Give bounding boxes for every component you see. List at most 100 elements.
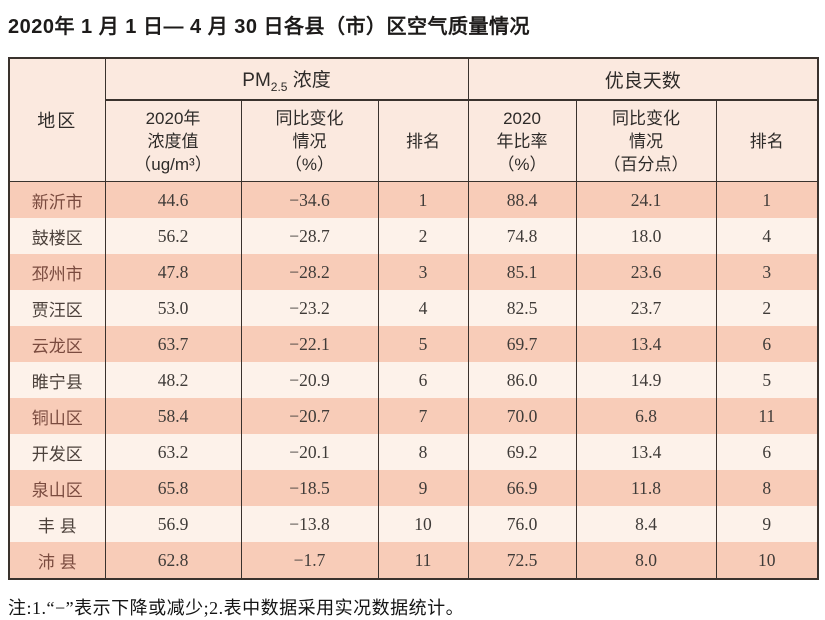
good-rank-cell: 8 <box>715 470 818 506</box>
good-change-cell: 14.9 <box>575 362 716 398</box>
column-header-good-rate: 2020 年比率 （%） <box>467 100 576 182</box>
pm-change-cell: −1.7 <box>240 542 378 579</box>
pm-value-cell: 58.4 <box>104 398 241 434</box>
table-row: 丰 县 56.9 −13.8 10 76.0 8.4 9 <box>8 506 818 542</box>
good-rate-cell: 69.2 <box>467 434 576 470</box>
pm-value-cell: 48.2 <box>104 362 241 398</box>
good-rank-cell: 4 <box>715 218 818 254</box>
region-cell: 沛 县 <box>8 542 105 579</box>
pm-rank-cell: 1 <box>377 181 468 218</box>
good-rate-cell: 86.0 <box>467 362 576 398</box>
region-cell: 邳州市 <box>8 254 105 290</box>
pm-rank-cell: 5 <box>377 326 468 362</box>
good-rate-cell: 66.9 <box>467 470 576 506</box>
region-cell: 鼓楼区 <box>8 218 105 254</box>
good-rate-cell: 85.1 <box>467 254 576 290</box>
pm-change-cell: −34.6 <box>240 181 378 218</box>
good-rank-cell: 2 <box>715 290 818 326</box>
region-cell: 泉山区 <box>8 470 105 506</box>
column-header-pm-change: 同比变化 情况 （%） <box>240 100 378 182</box>
good-rank-cell: 3 <box>715 254 818 290</box>
table-row: 新沂市 44.6 −34.6 1 88.4 24.1 1 <box>8 181 818 218</box>
pm-rank-cell: 10 <box>377 506 468 542</box>
region-cell: 贾汪区 <box>8 290 105 326</box>
table-body: 新沂市 44.6 −34.6 1 88.4 24.1 1 鼓楼区 56.2 −2… <box>8 181 818 579</box>
good-rank-cell: 11 <box>715 398 818 434</box>
pm-value-cell: 53.0 <box>104 290 241 326</box>
table-row: 铜山区 58.4 −20.7 7 70.0 6.8 11 <box>8 398 818 434</box>
table-row: 沛 县 62.8 −1.7 11 72.5 8.0 10 <box>8 542 818 579</box>
page-title: 2020年 1 月 1 日— 4 月 30 日各县（市）区空气质量情况 <box>8 16 531 38</box>
table-row: 睢宁县 48.2 −20.9 6 86.0 14.9 5 <box>8 362 818 398</box>
pm-rank-cell: 11 <box>377 542 468 579</box>
pm-change-cell: −28.7 <box>240 218 378 254</box>
good-rank-cell: 6 <box>715 326 818 362</box>
pm-change-cell: −13.8 <box>240 506 378 542</box>
table-row: 泉山区 65.8 −18.5 9 66.9 11.8 8 <box>8 470 818 506</box>
good-change-cell: 18.0 <box>575 218 716 254</box>
good-change-cell: 11.8 <box>575 470 716 506</box>
good-rate-cell: 69.7 <box>467 326 576 362</box>
good-rate-cell: 88.4 <box>467 181 576 218</box>
pm-change-cell: −20.9 <box>240 362 378 398</box>
pm-rank-cell: 8 <box>377 434 468 470</box>
good-change-cell: 8.0 <box>575 542 716 579</box>
pm-value-cell: 63.7 <box>104 326 241 362</box>
pm-value-cell: 65.8 <box>104 470 241 506</box>
good-rank-cell: 9 <box>715 506 818 542</box>
good-rank-cell: 1 <box>715 181 818 218</box>
pm-value-cell: 63.2 <box>104 434 241 470</box>
pm-rank-cell: 7 <box>377 398 468 434</box>
column-header-pm-value: 2020年 浓度值 （ug/m³） <box>104 100 241 182</box>
column-header-pm-rank: 排名 <box>377 100 468 182</box>
pm-rank-cell: 6 <box>377 362 468 398</box>
region-cell: 铜山区 <box>8 398 105 434</box>
pm-change-cell: −23.2 <box>240 290 378 326</box>
table-row: 开发区 63.2 −20.1 8 69.2 13.4 6 <box>8 434 818 470</box>
pm-suffix: 浓度 <box>287 69 331 91</box>
good-change-cell: 13.4 <box>575 434 716 470</box>
good-change-cell: 6.8 <box>575 398 716 434</box>
region-cell: 丰 县 <box>8 506 105 542</box>
pm-rank-cell: 4 <box>377 290 468 326</box>
good-rate-cell: 72.5 <box>467 542 576 579</box>
good-rank-cell: 6 <box>715 434 818 470</box>
table-row: 邳州市 47.8 −28.2 3 85.1 23.6 3 <box>8 254 818 290</box>
pm-change-cell: −18.5 <box>240 470 378 506</box>
good-rate-cell: 74.8 <box>467 218 576 254</box>
pm-value-cell: 62.8 <box>104 542 241 579</box>
pm-value-cell: 47.8 <box>104 254 241 290</box>
good-change-cell: 23.6 <box>575 254 716 290</box>
good-rate-cell: 82.5 <box>467 290 576 326</box>
good-change-cell: 8.4 <box>575 506 716 542</box>
pm-subscript: 2.5 <box>270 79 288 94</box>
good-change-cell: 13.4 <box>575 326 716 362</box>
good-change-cell: 23.7 <box>575 290 716 326</box>
pm-rank-cell: 2 <box>377 218 468 254</box>
pm-change-cell: −20.1 <box>240 434 378 470</box>
group-header-good-days: 优良天数 <box>467 58 818 101</box>
pm-value-cell: 56.2 <box>104 218 241 254</box>
good-rate-cell: 70.0 <box>467 398 576 434</box>
region-cell: 睢宁县 <box>8 362 105 398</box>
region-cell: 云龙区 <box>8 326 105 362</box>
pm-rank-cell: 3 <box>377 254 468 290</box>
column-header-good-rank: 排名 <box>715 100 818 182</box>
pm-value-cell: 56.9 <box>104 506 241 542</box>
column-header-region: 地区 <box>8 58 105 182</box>
region-cell: 新沂市 <box>8 181 105 218</box>
pm-rank-cell: 9 <box>377 470 468 506</box>
table-row: 云龙区 63.7 −22.1 5 69.7 13.4 6 <box>8 326 818 362</box>
pm-label: PM <box>242 69 271 91</box>
air-quality-table: 地区 PM2.5 浓度 优良天数 2020年 浓度值 （ug/m³） 同比变化 … <box>8 57 819 580</box>
table-row: 贾汪区 53.0 −23.2 4 82.5 23.7 2 <box>8 290 818 326</box>
table-header: 地区 PM2.5 浓度 优良天数 2020年 浓度值 （ug/m³） 同比变化 … <box>8 58 818 182</box>
table-footnote: 注:1.“−”表示下降或减少;2.表中数据采用实况数据统计。 <box>8 598 465 618</box>
pm-value-cell: 44.6 <box>104 181 241 218</box>
region-cell: 开发区 <box>8 434 105 470</box>
pm-change-cell: −20.7 <box>240 398 378 434</box>
pm-change-cell: −22.1 <box>240 326 378 362</box>
good-change-cell: 24.1 <box>575 181 716 218</box>
good-rank-cell: 10 <box>715 542 818 579</box>
group-header-pm25: PM2.5 浓度 <box>104 58 468 101</box>
